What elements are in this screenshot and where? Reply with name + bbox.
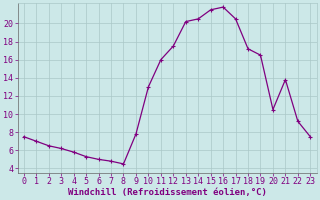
X-axis label: Windchill (Refroidissement éolien,°C): Windchill (Refroidissement éolien,°C) [68,188,267,197]
